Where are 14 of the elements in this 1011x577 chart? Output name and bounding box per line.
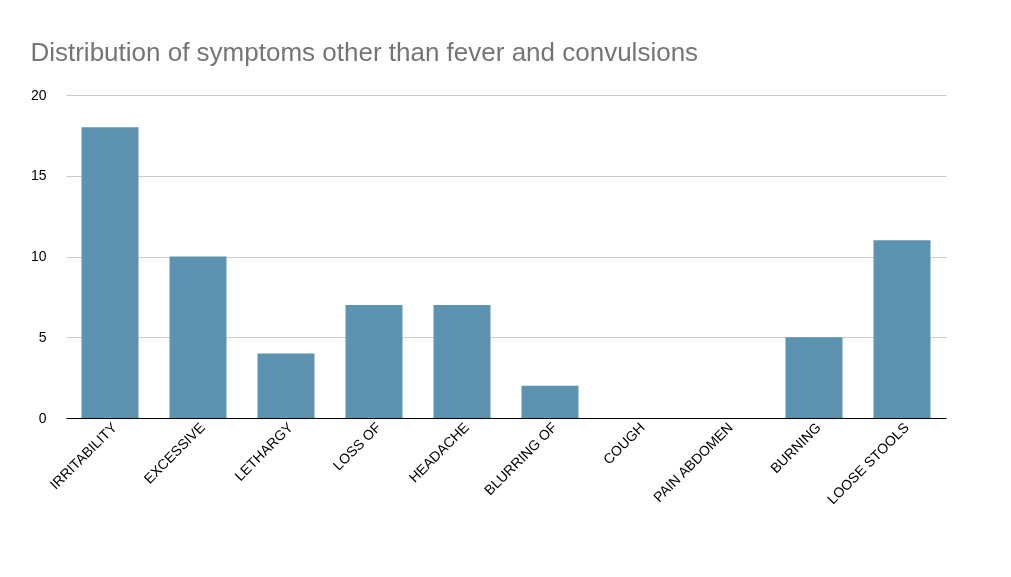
- chart-title: Distribution of symptoms other than fever and convulsions: [30, 37, 699, 67]
- y-tick-label: 20: [30, 86, 47, 103]
- bar: [785, 337, 843, 418]
- bar: [873, 240, 931, 418]
- y-tick-label: 0: [38, 409, 47, 426]
- bar: [521, 385, 579, 418]
- y-tick-label: 10: [30, 248, 47, 264]
- y-tick-label: 15: [30, 167, 47, 184]
- bar: [257, 353, 315, 418]
- bar: [81, 127, 139, 418]
- bar: [433, 304, 491, 418]
- bar: [169, 256, 227, 418]
- bar: [345, 304, 403, 418]
- y-tick-label: 5: [38, 328, 47, 345]
